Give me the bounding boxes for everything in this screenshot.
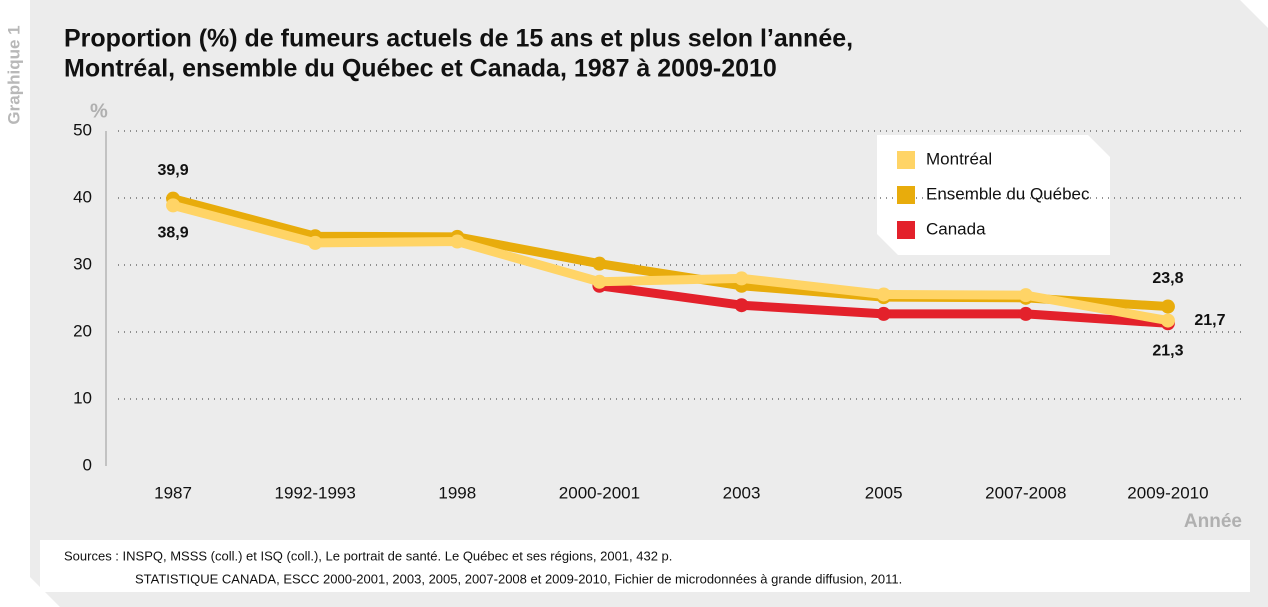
x-tick-label: 2000-2001 [559, 483, 640, 502]
x-tick-label: 1992-1993 [275, 483, 356, 502]
x-tick-label: 2007-2008 [985, 483, 1066, 502]
y-tick-label: 10 [73, 388, 92, 407]
point [450, 234, 465, 249]
point [592, 274, 607, 289]
point [734, 271, 749, 286]
point [876, 306, 891, 321]
point [734, 298, 749, 313]
legend-box [877, 135, 1110, 255]
legend-swatch [897, 186, 915, 204]
legend-swatch [897, 151, 915, 169]
x-tick-label: 1998 [438, 483, 476, 502]
source-note: Sources : INSPQ, MSSS (coll.) et ISQ (co… [64, 548, 672, 563]
y-tick-label: 30 [73, 254, 92, 273]
point [876, 287, 891, 302]
point [166, 198, 181, 213]
source-note: STATISTIQUE CANADA, ESCC 2000-2001, 2003… [135, 571, 902, 586]
data-label: 38,9 [157, 225, 188, 242]
legend-label: Canada [926, 219, 986, 238]
y-tick-label: 40 [73, 187, 92, 206]
data-label: 39,9 [157, 162, 188, 179]
y-tick-label: 20 [73, 321, 92, 340]
legend-label: Montréal [926, 149, 992, 168]
sources-box [40, 540, 1250, 592]
chart-title: Proportion (%) de fumeurs actuels de 15 … [64, 25, 853, 53]
legend-label: Ensemble du Québec [926, 184, 1090, 203]
y-tick-label: 50 [73, 120, 92, 139]
x-tick-label: 2009-2010 [1127, 483, 1208, 502]
chart-title: Montréal, ensemble du Québec et Canada, … [64, 55, 777, 83]
data-label: 23,8 [1152, 270, 1183, 287]
data-label: 21,7 [1194, 312, 1225, 329]
x-tick-label: 2003 [723, 483, 761, 502]
point [1160, 313, 1175, 328]
point [592, 256, 607, 271]
legend-swatch [897, 221, 915, 239]
series-line [171, 201, 1169, 326]
x-axis-label: Année [1184, 511, 1242, 532]
x-tick-label: 2005 [865, 483, 903, 502]
x-tick-label: 1987 [154, 483, 192, 502]
point [308, 235, 323, 250]
y-axis-label: % [90, 100, 108, 122]
chart-number: Graphique 1 [4, 25, 23, 124]
y-tick-label: 0 [83, 455, 92, 474]
point [1018, 288, 1033, 303]
point [1160, 299, 1175, 314]
point [1018, 306, 1033, 321]
data-label: 21,3 [1152, 343, 1183, 360]
